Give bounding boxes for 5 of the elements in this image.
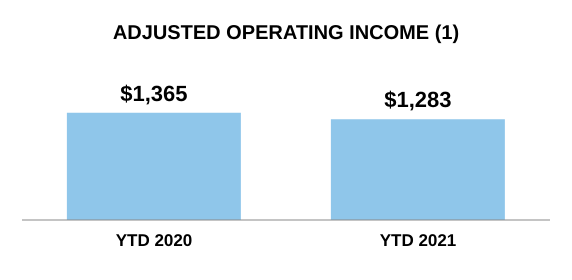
x-tick-label: YTD 2020	[116, 231, 192, 250]
data-label: $1,365	[120, 80, 188, 106]
data-label: $1,283	[384, 87, 452, 112]
chart-title: ADJUSTED OPERATING INCOME (1)	[112, 22, 460, 46]
x-tick-label: YTD 2021	[380, 231, 456, 250]
